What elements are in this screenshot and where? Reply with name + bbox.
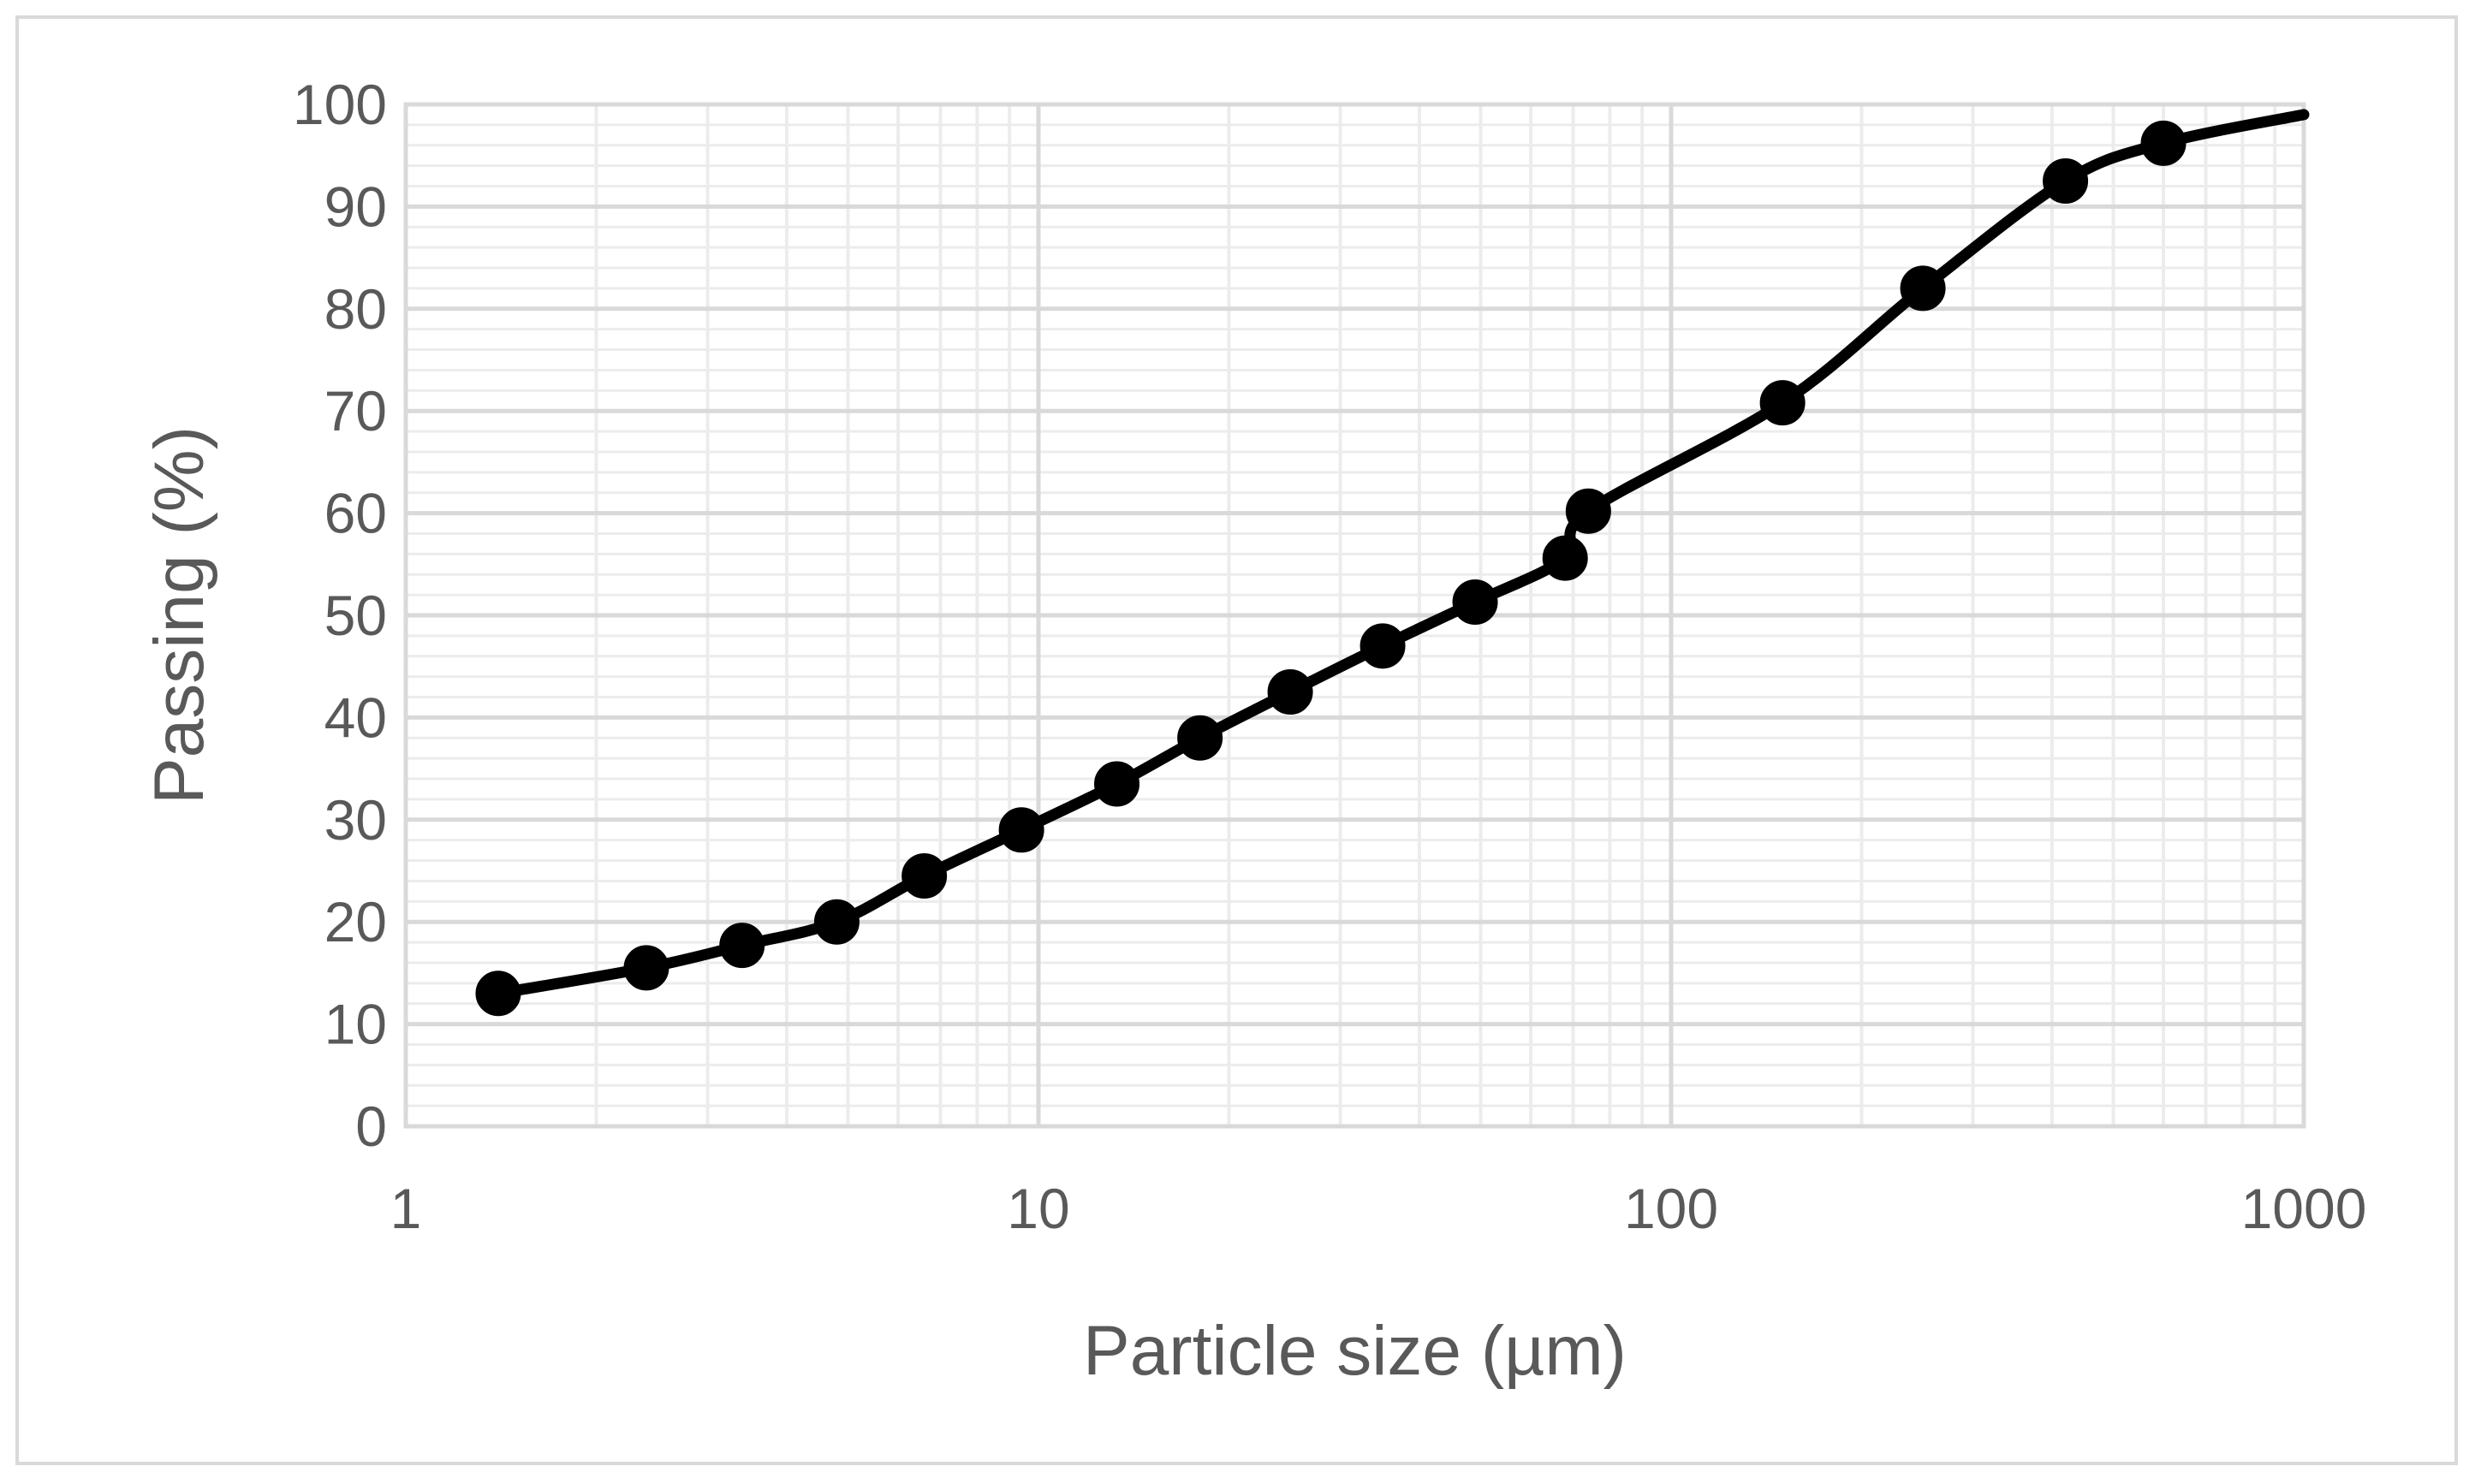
x-tick-label: 1	[390, 1177, 422, 1240]
data-point	[901, 852, 948, 899]
data-point	[475, 971, 521, 1017]
data-point	[1094, 761, 1140, 807]
x-tick-label: 10	[1007, 1177, 1069, 1240]
y-axis-ticks: 0 10 20 30 40 50 60 70 80 90 100	[293, 73, 387, 1158]
y-tick-label: 100	[293, 73, 387, 136]
x-tick-label: 100	[1624, 1177, 1718, 1240]
data-point	[2140, 120, 2186, 166]
data-point	[1542, 535, 1588, 581]
data-point	[719, 923, 765, 969]
y-tick-label: 60	[324, 482, 387, 545]
data-point	[1565, 488, 1611, 534]
plot-border	[403, 102, 2306, 1129]
data-point	[1759, 380, 1806, 426]
y-tick-label: 20	[324, 890, 387, 953]
y-tick-label: 0	[355, 1095, 387, 1158]
data-point	[623, 945, 669, 991]
data-point	[1177, 715, 1223, 761]
plot-area	[403, 102, 2306, 1129]
data-point	[1900, 265, 1946, 312]
chart-frame: 0 10 20 30 40 50 60 70 80 90 100 1 10 100 1000 Partic…	[15, 15, 2458, 1465]
data-point	[1452, 579, 1498, 625]
x-axis-ticks: 1 10 100 1000	[390, 1177, 2367, 1240]
data-points	[475, 120, 2186, 1017]
y-tick-label: 90	[324, 175, 387, 238]
y-tick-label: 10	[324, 993, 387, 1056]
y-tick-label: 50	[324, 584, 387, 647]
y-tick-label: 40	[324, 686, 387, 749]
data-point	[1359, 623, 1406, 669]
x-tick-label: 1000	[2241, 1177, 2367, 1240]
grid-major	[403, 102, 2306, 1129]
y-tick-label: 70	[324, 379, 387, 442]
grid-minor	[406, 104, 2304, 1126]
data-point	[2043, 158, 2089, 205]
data-point	[813, 899, 860, 945]
y-tick-label: 30	[324, 788, 387, 852]
y-axis-title: Passing (%)	[140, 426, 218, 804]
y-tick-label: 80	[324, 277, 387, 341]
data-point	[1267, 669, 1313, 715]
data-point	[998, 807, 1044, 853]
x-axis-title: Particle size (µm)	[1083, 1312, 1627, 1390]
